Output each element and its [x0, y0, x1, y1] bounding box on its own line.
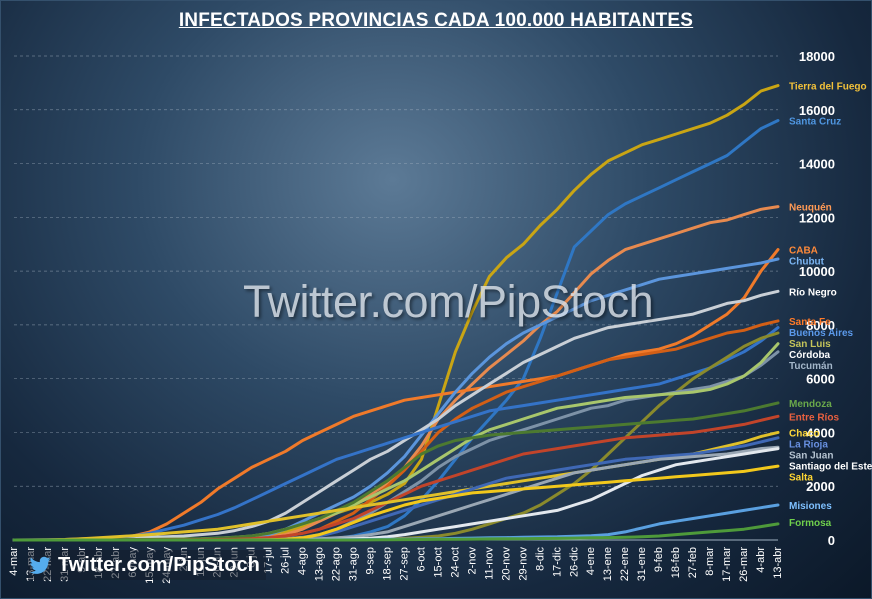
y-tick-label: 12000 — [799, 210, 835, 225]
series-label: Santa Cruz — [789, 117, 841, 128]
x-tick-label: 13-abr — [772, 547, 784, 579]
series-label: Buenos Aires — [789, 328, 854, 339]
x-tick-label: 20-nov — [500, 547, 512, 581]
x-tick-label: 4-ago — [297, 547, 309, 575]
x-tick-label: 13-ago — [314, 547, 326, 581]
x-tick-label: 17-mar — [721, 547, 733, 582]
x-tick-label: 4-mar — [8, 547, 20, 576]
series-label: San Juan — [789, 450, 833, 461]
series-labels: Tierra del Fuego Santa Cruz Neuquén CABAChu… — [789, 82, 872, 529]
series-line-5 — [12, 289, 780, 542]
series-label: Salta — [789, 472, 813, 483]
series-label: Mendoza — [789, 399, 832, 410]
y-tick-label: 6000 — [806, 372, 835, 387]
x-tick-label: 26-jul — [280, 547, 292, 574]
series-line-16 — [12, 447, 780, 542]
footer-label: Twitter.com/PipStoch — [58, 553, 260, 576]
chart-title: INFECTADOS PROVINCIAS CADA 100.000 HABIT… — [178, 10, 694, 31]
series-label: Chubut — [789, 257, 825, 268]
series-label: Córdoba — [789, 350, 831, 361]
series-label: CABA — [789, 246, 818, 257]
x-tick-label: 29-nov — [517, 547, 529, 581]
x-tick-label: 15-oct — [432, 547, 444, 578]
x-tick-label: 27-feb — [687, 547, 699, 578]
series-label: Tierra del Fuego — [789, 82, 867, 93]
y-tick-label: 10000 — [799, 264, 835, 279]
x-tick-label: 22-ago — [331, 547, 343, 581]
x-tick-label: 11-nov — [483, 547, 495, 580]
x-tick-label: 9-feb — [653, 547, 665, 572]
series-label: Tucumán — [789, 361, 833, 372]
x-tick-label: 26-mar — [738, 547, 750, 582]
footer-credit[interactable]: Twitter.com/PipStoch — [28, 550, 266, 580]
x-tick-label: 31-ene — [636, 547, 648, 581]
x-tick-label: 31-ago — [348, 547, 360, 581]
y-tick-label: 0 — [828, 533, 835, 548]
series-label: La Rioja — [789, 439, 828, 450]
y-tick-label: 4000 — [806, 425, 835, 440]
x-tick-label: 18-feb — [670, 547, 682, 578]
series-lines — [12, 84, 780, 542]
x-tick-label: 6-oct — [415, 547, 427, 571]
series-label: Santa Fe — [789, 317, 831, 328]
x-tick-label: 22-ene — [619, 547, 631, 581]
series-label: Formosa — [789, 518, 832, 529]
series-label: San Luis — [789, 339, 831, 350]
y-tick-label: 16000 — [799, 103, 835, 118]
x-tick-label: 8-dic — [534, 547, 546, 571]
x-tick-label: 2-nov — [466, 547, 478, 575]
series-label: Entre Ríos — [789, 412, 839, 423]
x-tick-label: 17-dic — [551, 547, 563, 577]
series-label: Santiago del Estero — [789, 461, 872, 472]
series-label: Neuquén — [789, 203, 832, 214]
x-tick-label: 9-sep — [365, 547, 377, 575]
y-tick-labels: 0 2000 4000 6000 8000 10000 12000 14000 16000 180… — [799, 49, 835, 548]
y-tick-label: 8000 — [806, 318, 835, 333]
twitter-bird-icon — [29, 556, 51, 574]
x-tick-label: 24-oct — [449, 547, 461, 578]
series-line-19 — [12, 522, 780, 542]
x-tick-label: 4-abr — [755, 547, 767, 573]
y-tick-label: 18000 — [799, 49, 835, 64]
series-label: Chaco — [789, 428, 820, 439]
y-tick-label: 2000 — [806, 479, 835, 494]
series-label: Misiones — [789, 501, 832, 512]
series-line-15 — [12, 445, 780, 542]
x-tick-label: 8-mar — [704, 547, 716, 576]
watermark-text: Twitter.com/PipStoch — [243, 276, 654, 327]
grid-layer — [14, 55, 778, 541]
x-tick-label: 13-ene — [602, 547, 614, 581]
series-label: Río Negro — [789, 287, 837, 298]
x-tick-label: 18-sep — [382, 547, 394, 581]
x-tick-label: 26-dic — [568, 547, 580, 577]
x-tick-label: 4-ene — [585, 547, 597, 575]
x-tick-label: 27-sep — [398, 547, 410, 581]
y-tick-label: 14000 — [799, 157, 835, 172]
